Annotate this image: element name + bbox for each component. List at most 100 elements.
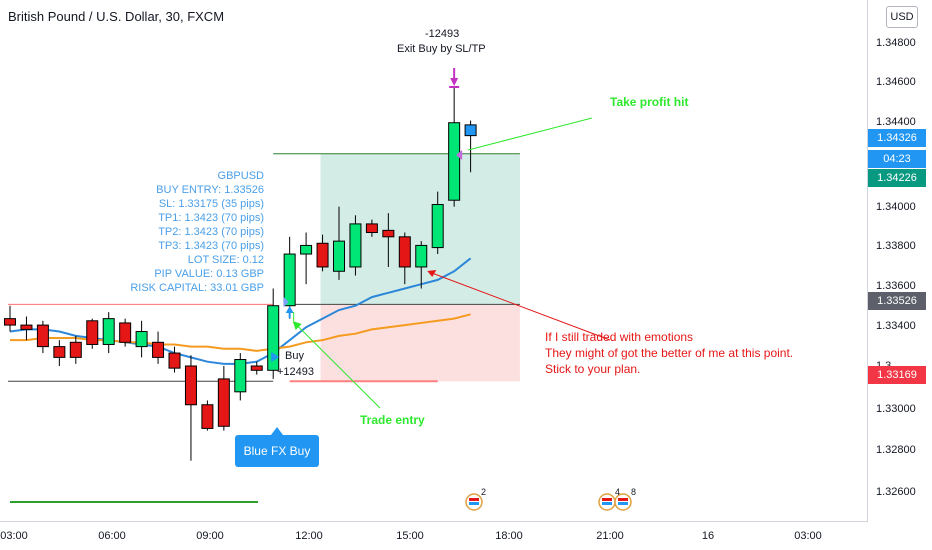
time-axis-label: 16 [701,530,715,542]
price-axis-label: 1.33000 [876,403,916,415]
candle-body [201,404,214,429]
candle-body [448,122,461,201]
price-axis-label: 1.32600 [876,486,916,498]
candle-body [119,322,132,343]
trade-entry-annotation[interactable]: Trade entry [360,413,425,427]
candle-body [267,305,280,371]
price-axis-label: 1.34800 [876,37,916,49]
buy-marker-icon [271,352,280,362]
event-count: 2 [481,487,487,497]
blue-fx-buy-badge[interactable]: Blue FX Buy [235,427,319,467]
trade-info-pip-value: PIP VALUE: 0.13 GBP [154,268,264,280]
candle-body [102,318,115,345]
candle-body [86,320,99,345]
event-flag-stripe-icon [618,498,628,501]
candle-body [36,324,49,348]
exit-marker-icon [456,150,463,160]
event-flag-stripe-icon [602,502,612,505]
exit-arrow-head [450,78,459,86]
time-axis-border [0,521,868,522]
event-count: 8 [631,487,637,497]
price-axis-border [867,0,868,522]
entry-marker-icon [283,297,289,307]
time-axis-label: 15:00 [396,530,424,542]
time-axis-label: 18:00 [495,530,523,542]
price-axis-label: 1.32800 [876,444,916,456]
candle-body [168,352,181,369]
trade-info-tp1: TP1: 1.3423 (70 pips) [158,212,264,224]
candle-body [398,236,411,268]
time-axis-label: 21:00 [596,530,624,542]
candle-body [365,223,378,234]
candle-body [349,223,362,268]
take-profit-annotation[interactable]: Take profit hit [610,95,689,109]
buy-arrow-head [285,306,294,313]
take-profit-connector [468,117,593,151]
trade-info-entry: BUY ENTRY: 1.33526 [156,184,264,196]
candle-body [415,244,428,268]
candle-body [217,378,230,427]
trade-info-risk-capital: RISK CAPITAL: 33.01 GBP [130,282,264,294]
time-axis-label: 03:00 [794,530,822,542]
candle-body [283,253,296,307]
candle-body [135,331,148,348]
time-axis-label: 12:00 [295,530,323,542]
candle-body [316,242,329,268]
stop-loss-price-tag: 1.33169 [868,366,926,384]
price-axis-label: 1.33800 [876,240,916,252]
emotions-line: If I still traded with emotions [545,330,694,344]
emotions-arrowhead [427,270,437,277]
candle-body [464,124,477,137]
candle-body [333,240,345,272]
trade-info-tp2: TP2: 1.3423 (70 pips) [158,226,264,238]
event-flag-stripe-icon [469,498,479,501]
trade-info-panel: GBPUSD BUY ENTRY: 1.33526 SL: 1.33175 (3… [130,169,264,295]
emotions-annotation[interactable]: If I still traded with emotions They mig… [545,329,793,377]
time-axis-label: 06:00 [98,530,126,542]
exit-value-label: -12493 [425,28,460,40]
price-axis-label: 1.34400 [876,116,916,128]
trade-info-tp3: TP3: 1.3423 (70 pips) [158,240,264,252]
emotions-line: They might of got the better of me at th… [545,346,794,360]
entry-price-tag: 1.33526 [868,292,926,310]
emotions-line: Stick to your plan. [545,362,641,376]
currency-button[interactable]: USD [886,6,918,28]
price-axis-label: 1.34000 [876,201,916,213]
candle-body [20,324,33,330]
candle-body [234,359,247,393]
price-axis-label: 1.33600 [876,280,916,292]
candle-body [53,346,66,358]
time-axis-label: 09:00 [196,530,224,542]
candle-body [300,244,313,255]
candle-body [4,318,16,326]
event-flag-stripe-icon [602,498,612,501]
event-flag-stripe-icon [618,502,628,505]
event-flag-stripe-icon [469,502,479,505]
stop-loss-zone [320,304,520,382]
emotions-connector [429,271,611,341]
price-axis-label: 1.33400 [876,320,916,332]
candle-body [69,341,82,358]
trade-info-sl: SL: 1.33175 (35 pips) [158,198,264,210]
exit-reason-label: Exit Buy by SL/TP [397,43,486,55]
candle-body [152,341,165,358]
buy-signal-value: +12493 [277,366,315,378]
take-profit-price-tag: 1.34226 [868,169,926,187]
trade-info-symbol: GBPUSD [217,170,264,182]
candle-body [184,365,197,406]
trade-entry-connector [293,321,381,409]
trade-info-lot-size: LOT SIZE: 0.12 [187,254,264,266]
countdown-tag: 04:23 [868,150,926,168]
symbol-title: British Pound / U.S. Dollar, 30, FXCM [8,9,225,24]
current-price-tag: 1.34326 [868,129,926,147]
price-axis-label: 1.34600 [876,76,916,88]
trade-entry-arrowhead [292,321,302,330]
buy-signal-label: Buy [285,350,304,362]
time-axis-label: 03:00 [0,530,28,542]
candle-body [382,229,395,238]
candle-body [250,365,263,371]
candle-body [431,204,444,249]
event-count: 4 [615,487,621,497]
